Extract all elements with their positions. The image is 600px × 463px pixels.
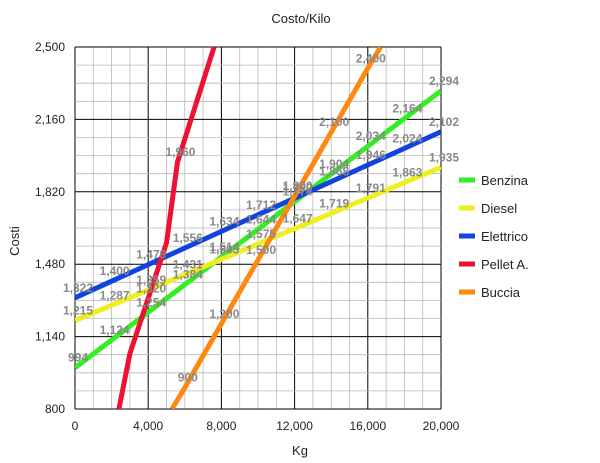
- y-tick-label: 1,480: [35, 257, 65, 271]
- data-label-benzina: 1,514: [209, 240, 239, 254]
- data-label-benzina: 2,034: [356, 129, 386, 143]
- data-label-elettrico: 1,322: [63, 281, 93, 295]
- series-line-pellet-a: [116, 47, 217, 409]
- legend-label: Buccia: [481, 285, 521, 300]
- data-label-buccia: 1,200: [209, 307, 239, 321]
- x-tick-label: 12,000: [276, 419, 313, 433]
- data-label-elettrico: 1,790: [283, 181, 313, 195]
- series-layer: [75, 47, 441, 409]
- data-label-diesel: 1,791: [356, 181, 386, 195]
- data-label-elettrico: 1,400: [100, 264, 130, 278]
- data-label-elettrico: 2,024: [392, 131, 422, 145]
- y-tick-label: 1,820: [35, 185, 65, 199]
- tick-labels: 0 4,000 8,000 12,000 16,000 20,000 800 1,140 1,4…: [35, 40, 460, 433]
- x-tick-label: 0: [72, 419, 79, 433]
- legend-label: Benzina: [481, 173, 529, 188]
- data-label-benzina: 1,124: [100, 323, 130, 337]
- data-label-benzina: 1,774: [283, 185, 313, 199]
- data-label-layer: 994 1,124 1,254 1,384 1,514 1,644 1,774 1,904 2,…: [63, 51, 459, 384]
- data-label-buccia: 1,800: [283, 179, 313, 193]
- y-tick-label: 800: [45, 402, 65, 416]
- data-label-buccia: 2,100: [319, 115, 349, 129]
- data-label-buccia: 900: [178, 371, 198, 385]
- y-axis-label: Costi: [7, 226, 22, 256]
- x-tick-label: 4,000: [133, 419, 163, 433]
- data-label-diesel: 1,431: [173, 258, 203, 272]
- data-label-elettrico: 1,946: [356, 148, 386, 162]
- data-label-benzina: 1,644: [246, 212, 276, 226]
- series-line-benzina: [75, 88, 441, 370]
- data-label-benzina: 1,384: [173, 268, 203, 282]
- x-tick-label: 20,000: [423, 419, 460, 433]
- x-tick-label: 8,000: [206, 419, 236, 433]
- y-tick-label: 2,160: [35, 112, 65, 126]
- data-label-benzina: 994: [68, 351, 88, 365]
- series-line-buccia: [169, 47, 383, 409]
- data-label-benzina: 2,294: [429, 74, 459, 88]
- data-label-elettrico: 1,868: [319, 165, 349, 179]
- y-tick-label: 2,500: [35, 40, 65, 54]
- data-label-diesel: 1,575: [246, 227, 276, 241]
- data-label-diesel: 1,287: [100, 288, 130, 302]
- data-label-diesel: 1,503: [209, 242, 239, 256]
- legend-label: Pellet A.: [481, 257, 529, 272]
- data-label-buccia: 1,500: [246, 243, 276, 257]
- data-label-pellet-a: 1,320: [136, 281, 166, 295]
- data-label-benzina: 1,904: [319, 157, 349, 171]
- series-line-elettrico: [75, 129, 441, 301]
- data-label-buccia: 2,400: [356, 51, 386, 65]
- chart-title: Costo/Kilo: [271, 11, 330, 26]
- data-label-elettrico: 1,478: [136, 248, 166, 262]
- data-label-diesel: 1,935: [429, 150, 459, 164]
- x-axis-label: Kg: [292, 443, 308, 458]
- data-label-benzina: 2,164: [392, 102, 422, 116]
- legend: Benzina Diesel Elettrico Pellet A. Buccia: [459, 173, 529, 300]
- series-line-diesel: [75, 164, 441, 323]
- data-label-diesel: 1,863: [392, 166, 422, 180]
- data-label-diesel: 1,359: [136, 273, 166, 287]
- data-label-elettrico: 1,712: [246, 198, 276, 212]
- data-label-elettrico: 1,634: [209, 214, 239, 228]
- y-tick-label: 1,140: [35, 330, 65, 344]
- data-label-diesel: 1,215: [63, 304, 93, 318]
- data-label-benzina: 1,254: [136, 295, 166, 309]
- data-label-elettrico: 1,556: [173, 231, 203, 245]
- data-label-elettrico: 2,102: [429, 115, 459, 129]
- legend-label: Elettrico: [481, 229, 528, 244]
- legend-label: Diesel: [481, 201, 517, 216]
- data-label-diesel: 1,647: [283, 212, 313, 226]
- data-label-pellet-a: 1,960: [165, 145, 195, 159]
- data-label-diesel: 1,719: [319, 196, 349, 210]
- x-tick-label: 16,000: [349, 419, 386, 433]
